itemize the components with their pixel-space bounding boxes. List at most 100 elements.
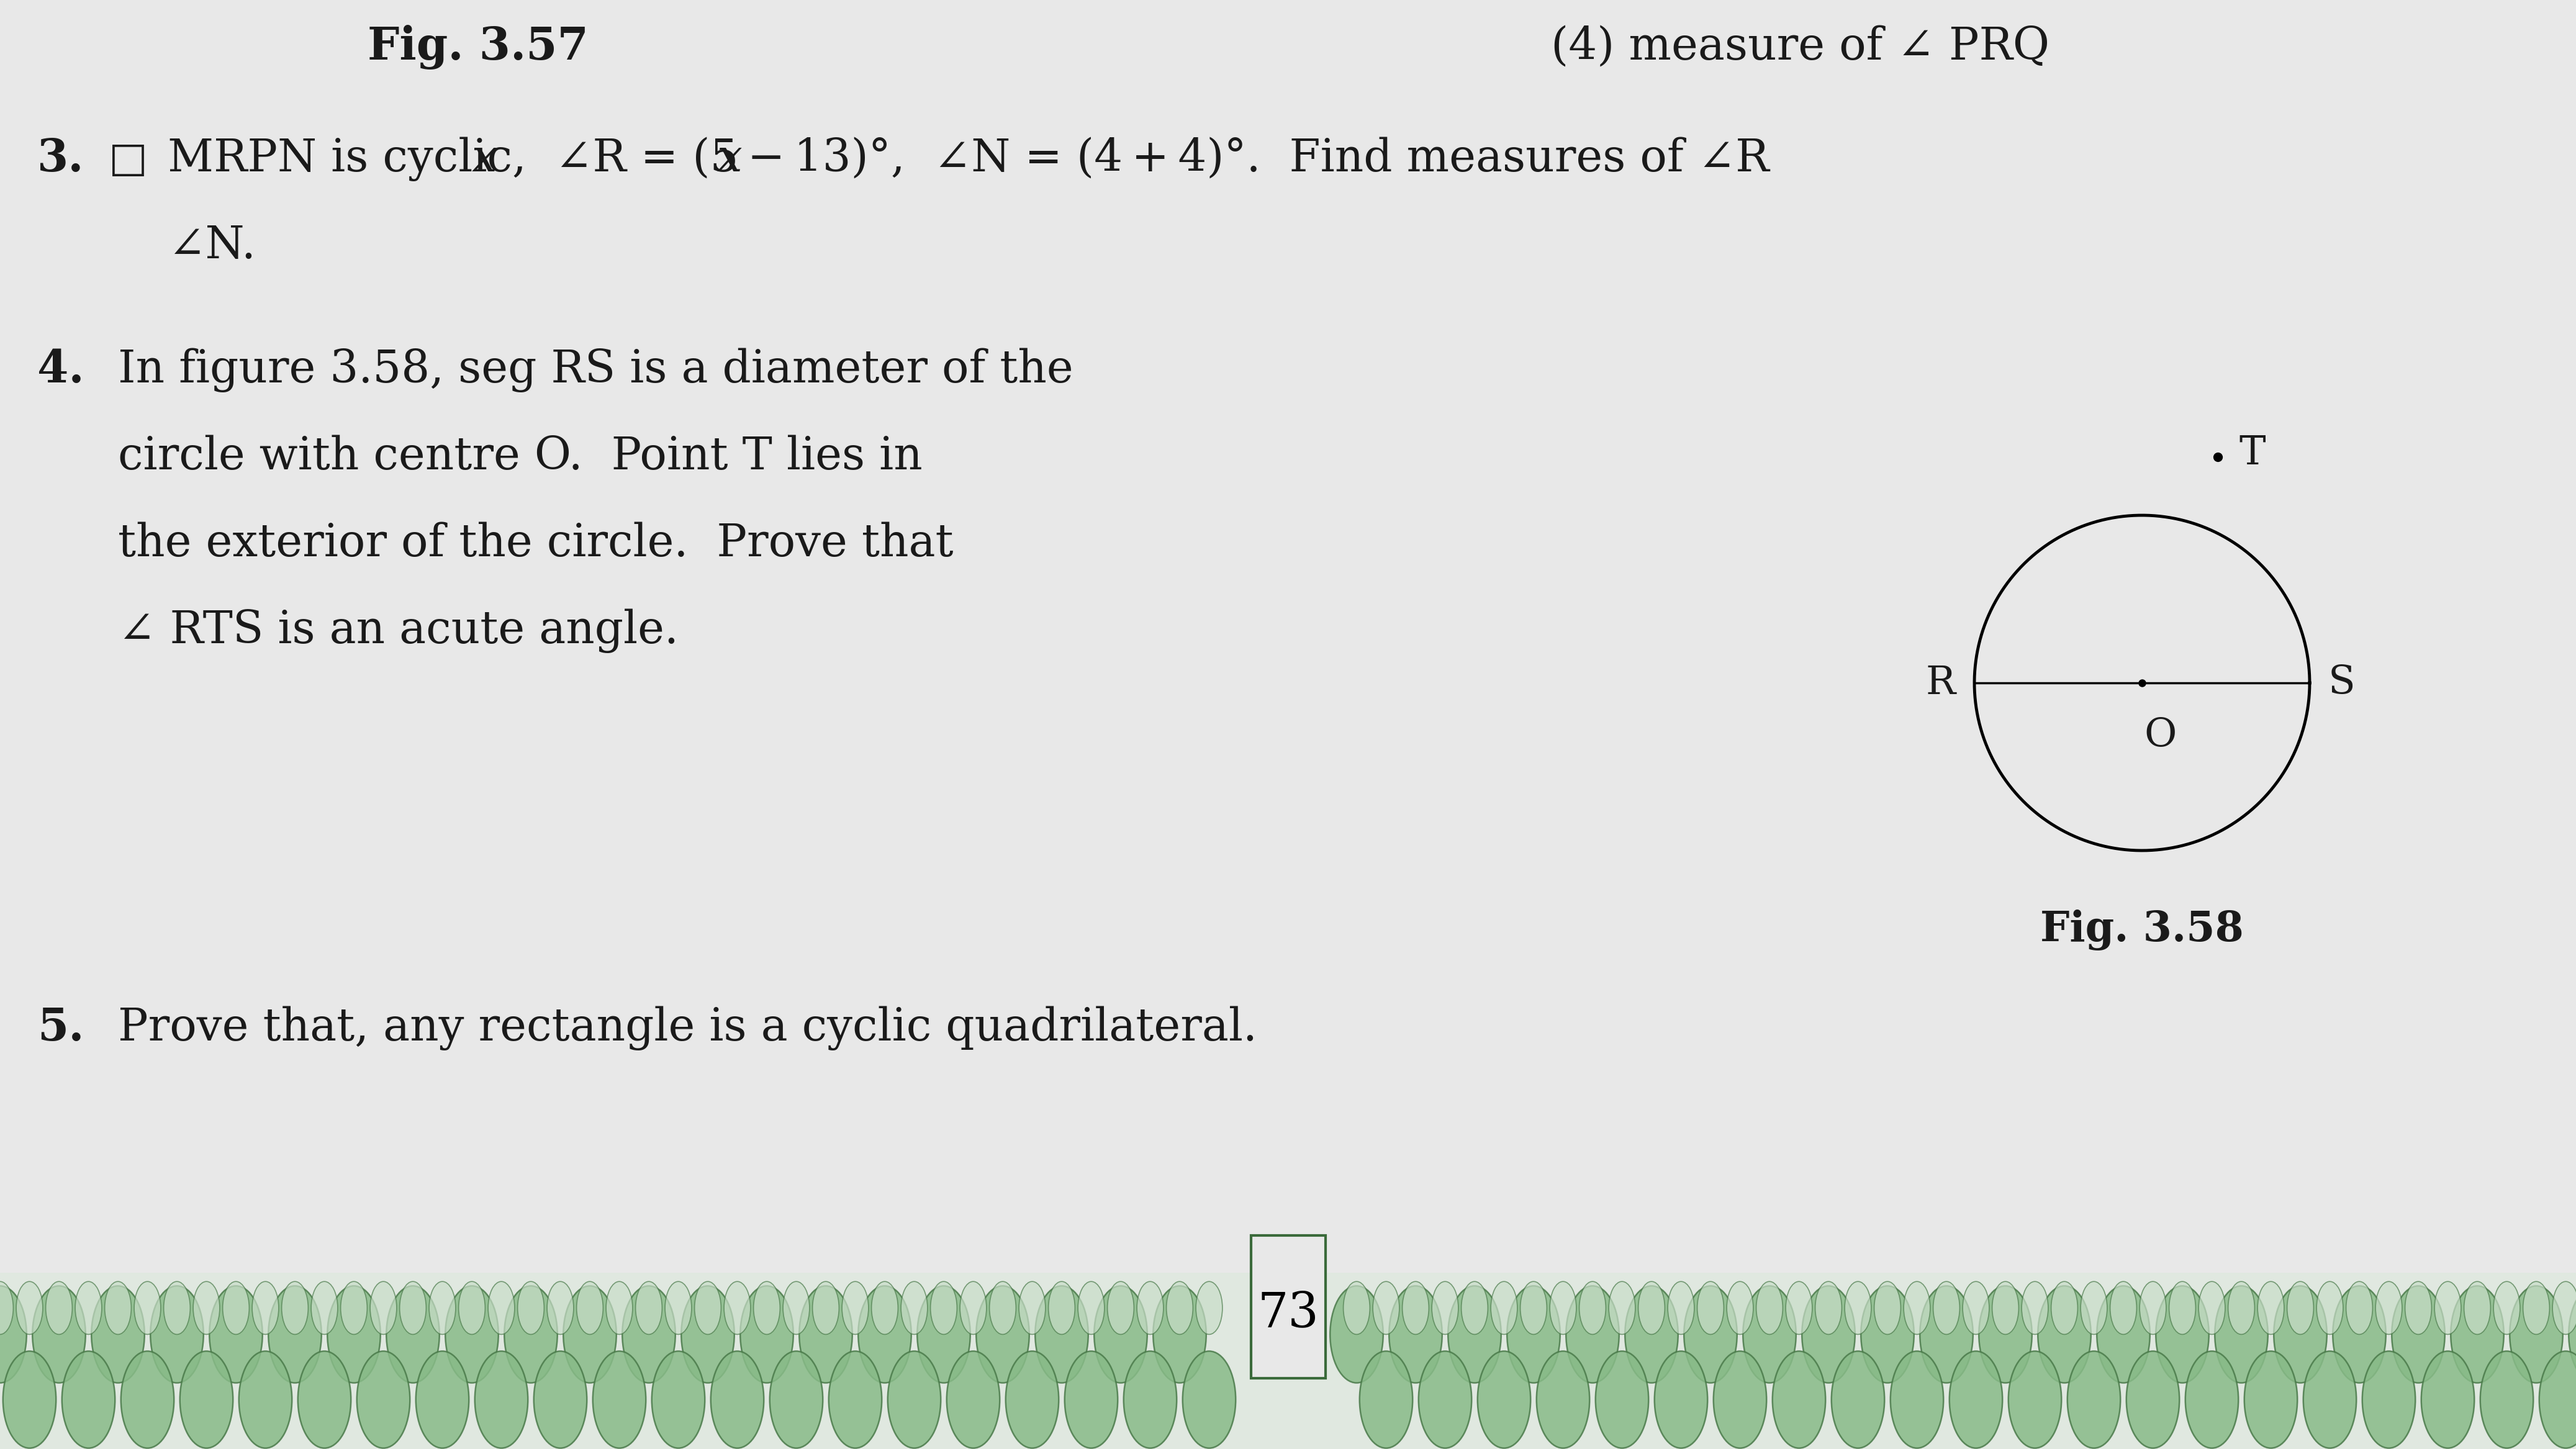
Ellipse shape [399,1281,425,1335]
Ellipse shape [1005,1350,1059,1448]
Ellipse shape [1667,1281,1695,1335]
Text: 3.: 3. [36,136,85,181]
Ellipse shape [1844,1281,1870,1335]
Ellipse shape [605,1281,634,1335]
Ellipse shape [858,1285,912,1382]
Ellipse shape [1095,1285,1146,1382]
Ellipse shape [33,1285,85,1382]
Ellipse shape [505,1285,556,1382]
Ellipse shape [533,1350,587,1448]
Ellipse shape [1744,1285,1795,1382]
Text: Fig. 3.57: Fig. 3.57 [368,25,587,70]
Ellipse shape [2009,1350,2061,1448]
Ellipse shape [312,1281,337,1335]
Text: (4) measure of ∠ PRQ: (4) measure of ∠ PRQ [1551,25,2050,68]
Ellipse shape [811,1281,840,1335]
Ellipse shape [2169,1281,2195,1335]
Ellipse shape [2022,1281,2048,1335]
Ellipse shape [165,1281,191,1335]
Ellipse shape [1432,1281,1458,1335]
Ellipse shape [240,1350,291,1448]
Ellipse shape [281,1281,309,1335]
Ellipse shape [1048,1281,1074,1335]
Ellipse shape [2481,1350,2532,1448]
Ellipse shape [1963,1281,1989,1335]
Ellipse shape [1713,1350,1767,1448]
Ellipse shape [62,1350,116,1448]
Ellipse shape [755,1281,781,1335]
Ellipse shape [546,1281,574,1335]
Text: 5.: 5. [36,1006,85,1051]
Bar [0,1281,2576,1356]
Ellipse shape [2184,1350,2239,1448]
Ellipse shape [106,1281,131,1335]
Ellipse shape [0,1285,26,1382]
Ellipse shape [1535,1350,1589,1448]
Text: the exterior of the circle.  Prove that: the exterior of the circle. Prove that [118,522,953,565]
Ellipse shape [724,1281,750,1335]
Ellipse shape [889,1350,940,1448]
Ellipse shape [1448,1285,1502,1382]
Ellipse shape [2421,1350,2476,1448]
Bar [0,1272,2576,1449]
Text: x: x [471,136,497,180]
Ellipse shape [917,1285,971,1382]
Ellipse shape [961,1281,987,1335]
Ellipse shape [1904,1281,1929,1335]
Ellipse shape [2522,1281,2550,1335]
Ellipse shape [474,1350,528,1448]
Ellipse shape [2362,1350,2416,1448]
Ellipse shape [2434,1281,2460,1335]
Ellipse shape [1036,1285,1087,1382]
Ellipse shape [2050,1281,2079,1335]
Ellipse shape [1329,1285,1383,1382]
Text: circle with centre O.  Point T lies in: circle with centre O. Point T lies in [118,435,922,478]
Ellipse shape [1891,1350,1942,1448]
Ellipse shape [1360,1350,1412,1448]
Ellipse shape [1342,1281,1370,1335]
Ellipse shape [1579,1281,1605,1335]
Ellipse shape [268,1285,322,1382]
Ellipse shape [90,1285,144,1382]
Ellipse shape [149,1285,204,1382]
Ellipse shape [1950,1350,2002,1448]
Ellipse shape [1020,1281,1046,1335]
Ellipse shape [623,1285,675,1382]
Ellipse shape [2391,1285,2445,1382]
Ellipse shape [680,1285,734,1382]
Ellipse shape [1875,1281,1901,1335]
Ellipse shape [1419,1350,1471,1448]
Ellipse shape [299,1350,350,1448]
Ellipse shape [2110,1281,2136,1335]
Ellipse shape [1685,1285,1736,1382]
Ellipse shape [1932,1281,1960,1335]
Ellipse shape [1726,1281,1754,1335]
Ellipse shape [2275,1285,2326,1382]
Ellipse shape [0,1281,13,1335]
Ellipse shape [2334,1285,2385,1382]
Ellipse shape [1401,1281,1430,1335]
Ellipse shape [2406,1281,2432,1335]
Ellipse shape [2375,1281,2401,1335]
Ellipse shape [46,1281,72,1335]
Text: O: O [2143,717,2177,755]
Ellipse shape [902,1281,927,1335]
Ellipse shape [1064,1350,1118,1448]
Text: S: S [2329,664,2354,701]
Ellipse shape [371,1281,397,1335]
Ellipse shape [2156,1285,2208,1382]
Ellipse shape [1492,1281,1517,1335]
Ellipse shape [1388,1285,1443,1382]
Ellipse shape [2287,1281,2313,1335]
Ellipse shape [2038,1285,2092,1382]
Ellipse shape [340,1281,368,1335]
Ellipse shape [1077,1281,1105,1335]
Ellipse shape [1551,1281,1577,1335]
Ellipse shape [2316,1281,2344,1335]
Ellipse shape [829,1350,881,1448]
Ellipse shape [592,1350,647,1448]
Ellipse shape [1108,1281,1133,1335]
Ellipse shape [2303,1350,2357,1448]
Ellipse shape [930,1281,958,1335]
Ellipse shape [430,1281,456,1335]
